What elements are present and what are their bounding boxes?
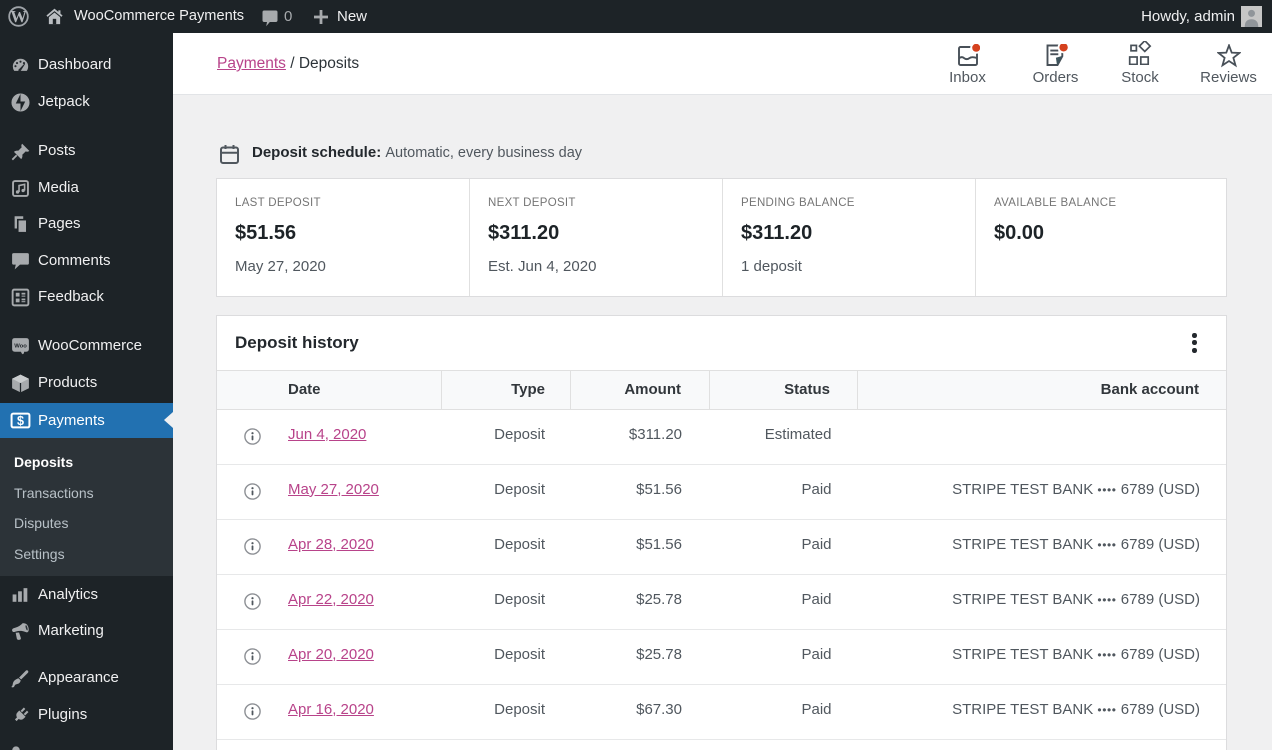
svg-text:W: W — [10, 7, 27, 26]
svg-text:Woo: Woo — [14, 343, 27, 349]
svg-text:$: $ — [17, 413, 24, 427]
